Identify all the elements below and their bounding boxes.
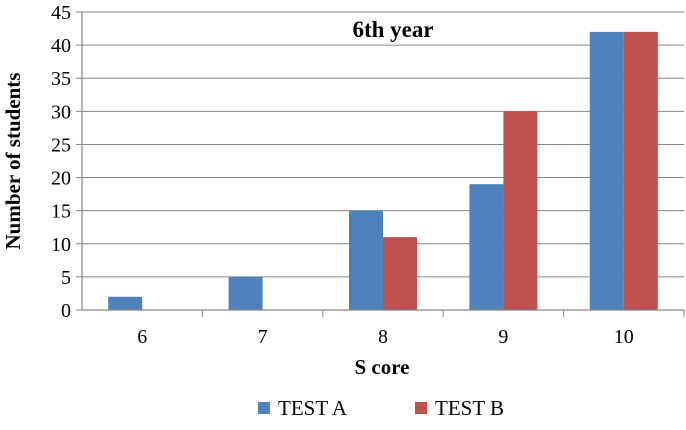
y-tick-label-40: 40	[51, 35, 71, 57]
x-tick-label-7: 7	[258, 326, 268, 348]
bar-test-a-6	[108, 296, 143, 310]
y-tick-label-35: 35	[51, 68, 71, 90]
legend: TEST A TEST B	[258, 396, 504, 420]
x-axis-label: S core	[354, 355, 409, 379]
bar-test-a-7	[228, 276, 263, 310]
y-tick-label-15: 15	[51, 201, 71, 223]
bars	[108, 31, 658, 310]
bar-test-b-8	[383, 237, 417, 310]
x-tick-label-6: 6	[137, 326, 147, 348]
bar-test-b-9	[503, 111, 538, 310]
y-tick-label-0: 0	[61, 300, 71, 322]
legend-label-test-a: TEST A	[278, 396, 348, 420]
bar-test-a-10	[589, 31, 624, 310]
y-tick-label-5: 5	[61, 267, 71, 289]
y-tick-label-45: 45	[51, 2, 71, 24]
axes	[76, 11, 685, 317]
legend-swatch-test-a	[258, 402, 270, 414]
y-tick-label-20: 20	[51, 168, 71, 190]
legend-swatch-test-b	[415, 402, 427, 414]
chart-title: 6th year	[352, 17, 433, 42]
x-tick-label-10: 10	[614, 326, 634, 348]
bar-test-b-10	[623, 31, 658, 310]
y-tick-label-30: 30	[51, 101, 71, 123]
legend-label-test-b: TEST B	[435, 396, 504, 420]
y-tick-label-10: 10	[51, 234, 71, 256]
y-axis-label: Number of students	[1, 73, 25, 250]
gridlines	[82, 11, 684, 278]
x-tick-label-9: 9	[498, 326, 508, 348]
x-tick-labels: 6 7 8 9 10	[137, 326, 634, 348]
bar-test-a-8	[349, 210, 383, 310]
x-tick-label-8: 8	[378, 326, 388, 348]
y-tick-label-25: 25	[51, 134, 71, 156]
y-tick-labels: 0 5 10 15 20 25 30 35 40 45	[51, 2, 71, 322]
bar-test-a-9	[469, 184, 504, 310]
